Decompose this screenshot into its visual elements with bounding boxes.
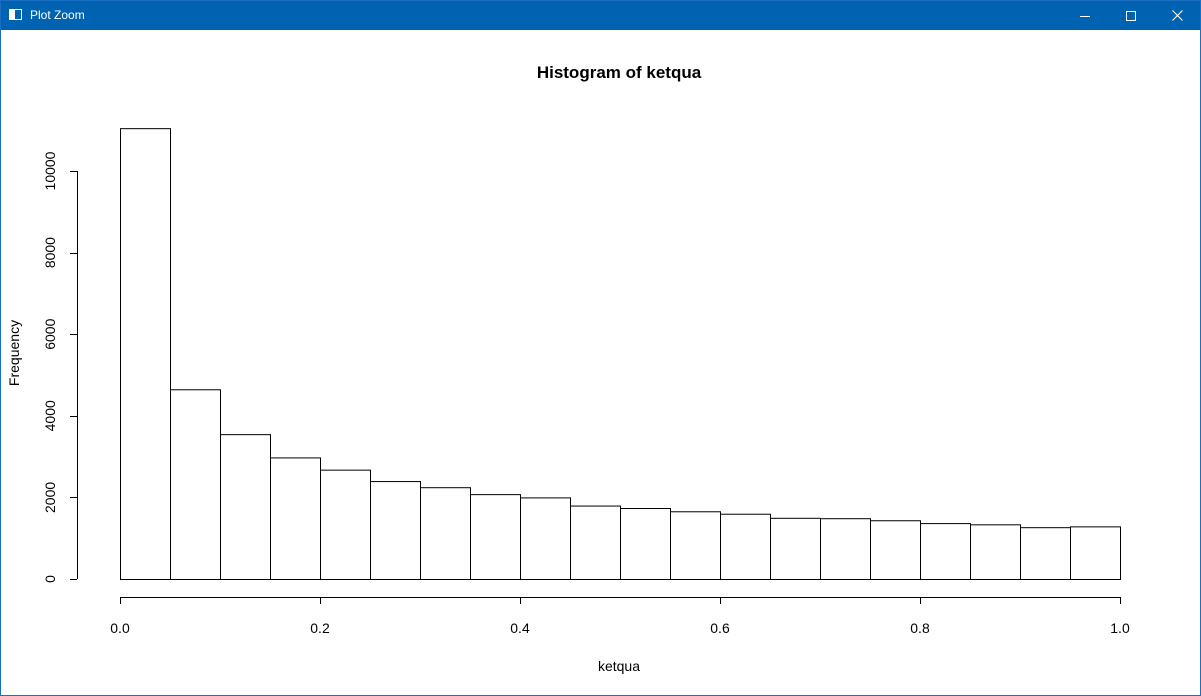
- histogram-bar: [720, 513, 771, 580]
- close-button[interactable]: [1154, 1, 1200, 30]
- histogram-bar: [870, 520, 921, 580]
- histogram-bar: [1020, 527, 1071, 580]
- y-tick-label: 8000: [42, 237, 58, 268]
- histogram-bars: [120, 128, 1121, 581]
- x-tick-label: 0.0: [110, 620, 130, 636]
- histogram-bar: [220, 434, 271, 580]
- title-bar[interactable]: Plot Zoom: [1, 1, 1200, 30]
- histogram-bar: [620, 508, 671, 580]
- y-tick-label: 6000: [42, 318, 58, 349]
- histogram-bar: [670, 511, 721, 580]
- histogram-bar: [420, 487, 471, 581]
- window-title: Plot Zoom: [30, 8, 85, 22]
- x-tick-label: 1.0: [1110, 620, 1130, 636]
- histogram-bar: [970, 524, 1021, 581]
- histogram-bar: [1070, 526, 1121, 581]
- histogram-chart: Histogram of ketqua ketqua Frequency 0.0…: [6, 63, 1130, 674]
- histogram-bar: [520, 497, 571, 580]
- y-tick-label: 2000: [42, 482, 58, 513]
- histogram-bar: [820, 518, 871, 581]
- minimize-icon: [1080, 15, 1090, 17]
- x-tick-label: 0.8: [910, 620, 930, 636]
- maximize-icon: [1126, 10, 1136, 21]
- y-tick-label: 10000: [42, 151, 58, 190]
- histogram-bar: [320, 469, 371, 581]
- histogram-bar: [120, 128, 171, 580]
- plot-window-icon: [9, 9, 22, 20]
- y-axis-label: Frequency: [6, 320, 22, 386]
- close-icon: [1171, 10, 1183, 21]
- x-axis-label: ketqua: [598, 658, 640, 674]
- histogram-bar: [570, 505, 621, 580]
- histogram-bar: [770, 517, 821, 580]
- y-tick-label: 4000: [42, 400, 58, 431]
- x-tick-label: 0.2: [310, 620, 330, 636]
- y-axis: 0 2000 4000 6000 8000 10000: [42, 151, 78, 583]
- x-axis: 0.0 0.2 0.4 0.6 0.8 1.0: [110, 597, 1130, 636]
- histogram-bar: [270, 457, 321, 580]
- maximize-button[interactable]: [1108, 1, 1154, 30]
- histogram-bar: [920, 523, 971, 581]
- minimize-button[interactable]: [1062, 1, 1108, 30]
- histogram-bar: [370, 481, 421, 580]
- x-tick-label: 0.4: [510, 620, 530, 636]
- y-tick-label: 0: [42, 575, 58, 583]
- histogram-bar: [170, 389, 221, 580]
- x-tick-label: 0.6: [710, 620, 730, 636]
- chart-title: Histogram of ketqua: [537, 63, 702, 82]
- histogram-bar: [470, 494, 521, 580]
